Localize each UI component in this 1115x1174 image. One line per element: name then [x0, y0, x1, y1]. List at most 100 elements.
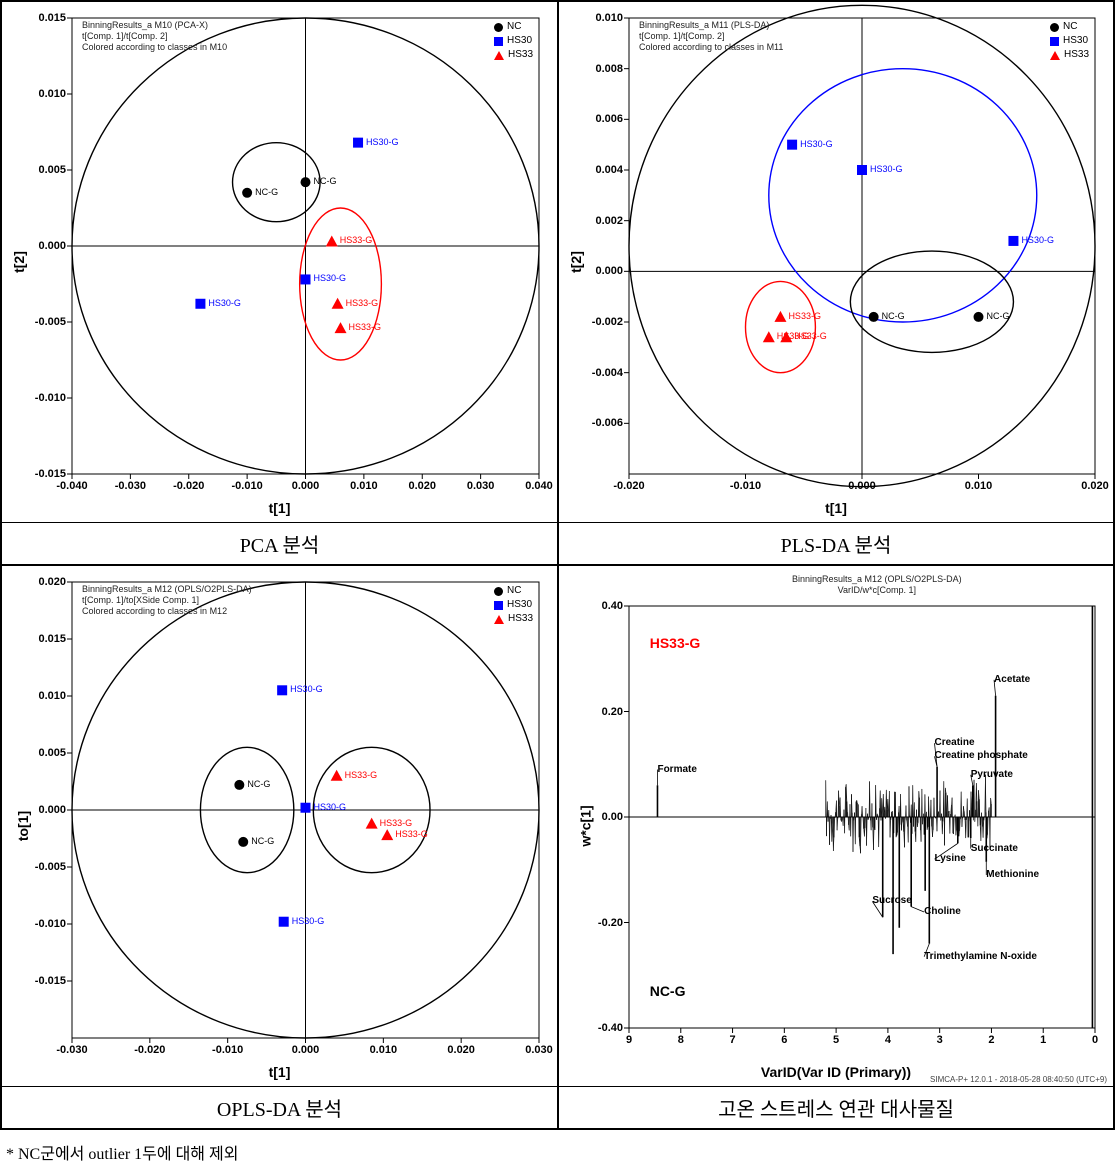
- circle-icon: [1050, 23, 1059, 32]
- plot-title: BinningResults_a M11 (PLS-DA)t[Comp. 1]/…: [639, 20, 783, 53]
- xtick: 0.000: [848, 480, 876, 492]
- legend-item: HS33: [494, 612, 533, 626]
- xtick: 0: [1092, 1034, 1098, 1046]
- pca-cell: NC-GNC-GHS30-GHS30-GHS30-GHS33-GHS33-GHS…: [1, 1, 558, 565]
- triangle-icon: [1050, 51, 1060, 60]
- xtick: 9: [626, 1034, 632, 1046]
- software-note: SIMCA-P+ 12.0.1 - 2018-05-28 08:40:50 (U…: [930, 1075, 1107, 1084]
- xtick: -0.010: [730, 480, 761, 492]
- group-label: NC-G: [650, 983, 686, 999]
- point-label: HS30-G: [366, 137, 399, 147]
- pca-caption: PCA 분석: [2, 522, 557, 564]
- point-label: HS33-G: [777, 331, 810, 341]
- xtick: 0.010: [965, 480, 993, 492]
- ytick: 0.010: [16, 690, 66, 702]
- xtick: 7: [729, 1034, 735, 1046]
- point-label: HS30-G: [290, 684, 323, 694]
- point-label: HS33-G: [788, 311, 821, 321]
- point-label: NC-G: [987, 311, 1010, 321]
- plot-title: BinningResults_a M10 (PCA-X)t[Comp. 1]/t…: [82, 20, 227, 53]
- ytick: -0.006: [573, 417, 623, 429]
- point-label: NC-G: [314, 176, 337, 186]
- legend-label: HS33: [508, 48, 533, 62]
- circle-icon: [494, 23, 503, 32]
- x-axis-label: t[1]: [269, 500, 291, 516]
- x-axis-label: VarID(Var ID (Primary)): [761, 1064, 911, 1080]
- xtick: 8: [678, 1034, 684, 1046]
- xtick: 0.000: [292, 480, 320, 492]
- legend-item: HS30: [494, 34, 533, 48]
- legend-item: NC: [494, 20, 533, 34]
- xtick: -0.020: [173, 480, 204, 492]
- point-label: HS30-G: [208, 298, 241, 308]
- legend-item: NC: [494, 584, 533, 598]
- point-label: HS33-G: [345, 770, 378, 780]
- point-label: HS33-G: [380, 818, 413, 828]
- xtick: -0.030: [115, 480, 146, 492]
- legend: NCHS30HS33: [494, 20, 533, 62]
- legend: NCHS30HS33: [494, 584, 533, 626]
- varid-plot: 9876543210-0.40-0.200.000.200.40VarID(Va…: [559, 566, 1113, 1086]
- ytick: -0.005: [16, 316, 66, 328]
- xtick: 6: [781, 1034, 787, 1046]
- varid-caption: 고온 스트레스 연관 대사물질: [559, 1086, 1113, 1128]
- y-axis-label: to[1]: [15, 811, 31, 841]
- square-icon: [494, 37, 503, 46]
- legend-item: HS30: [1050, 34, 1089, 48]
- xtick: 5: [833, 1034, 839, 1046]
- xtick: 0.010: [370, 1044, 398, 1056]
- xtick: 4: [885, 1034, 891, 1046]
- x-axis-label: t[1]: [269, 1064, 291, 1080]
- ytick: 0.004: [573, 164, 623, 176]
- ytick: -0.010: [16, 918, 66, 930]
- ytick: 0.006: [573, 113, 623, 125]
- plot-title: BinningResults_a M12 (OPLS/O2PLS-DA)VarI…: [792, 574, 962, 596]
- point-label: HS30-G: [870, 164, 903, 174]
- metabolite-label: Succinate: [971, 843, 1018, 854]
- plsda-plot: NC-GNC-GHS30-GHS30-GHS30-GHS33-GHS33-GHS…: [559, 2, 1113, 522]
- ytick: 0.015: [16, 12, 66, 24]
- xtick: -0.010: [232, 480, 263, 492]
- legend-label: NC: [507, 584, 521, 598]
- xtick: -0.040: [56, 480, 87, 492]
- legend-label: NC: [507, 20, 521, 34]
- ytick: 0.020: [16, 576, 66, 588]
- metabolite-label: Sucrose: [872, 895, 911, 906]
- point-label: NC-G: [255, 187, 278, 197]
- y-axis-label: t[2]: [568, 251, 584, 273]
- ytick: 0.015: [16, 633, 66, 645]
- metabolite-label: Creatine phosphate: [934, 750, 1027, 761]
- ytick: 0.008: [573, 63, 623, 75]
- footnote: * NC군에서 outlier 1두에 대해 제외: [0, 1130, 1115, 1174]
- square-icon: [1050, 37, 1059, 46]
- y-axis-label: t[2]: [11, 251, 27, 273]
- figure-grid: NC-G NC-G HS30-G HS30-G HS30-G HS33-G HS33-G HS…: [0, 0, 1115, 1130]
- xtick: 0.020: [408, 480, 436, 492]
- legend-label: HS33: [508, 612, 533, 626]
- point-label: NC-G: [251, 836, 274, 846]
- metabolite-label: Lysine: [934, 853, 965, 864]
- point-label: HS30-G: [1021, 235, 1054, 245]
- xtick: 0.010: [350, 480, 378, 492]
- ytick: -0.20: [573, 917, 623, 929]
- ytick: -0.40: [573, 1022, 623, 1034]
- legend-label: HS33: [1064, 48, 1089, 62]
- ytick: -0.010: [16, 392, 66, 404]
- ytick: -0.005: [16, 861, 66, 873]
- ytick: 0.40: [573, 600, 623, 612]
- varid-cell: 9876543210-0.40-0.200.000.200.40VarID(Va…: [558, 565, 1114, 1129]
- metabolite-label: Pyruvate: [971, 769, 1013, 780]
- legend-label: HS30: [507, 598, 532, 612]
- xtick: -0.020: [134, 1044, 165, 1056]
- ytick: 0.20: [573, 706, 623, 718]
- legend-item: HS33: [494, 48, 533, 62]
- plsda-caption: PLS-DA 분석: [559, 522, 1113, 564]
- metabolite-label: Acetate: [994, 674, 1030, 685]
- metabolite-label: Formate: [657, 764, 696, 775]
- oplsda-cell: NC-GNC-GHS30-GHS30-GHS30-GHS33-GHS33-GHS…: [1, 565, 558, 1129]
- metabolite-label: Trimethylamine N-oxide: [924, 951, 1037, 962]
- ytick: 0.005: [16, 747, 66, 759]
- metabolite-label: Methionine: [986, 869, 1039, 880]
- square-icon: [494, 601, 503, 610]
- point-label: NC-G: [882, 311, 905, 321]
